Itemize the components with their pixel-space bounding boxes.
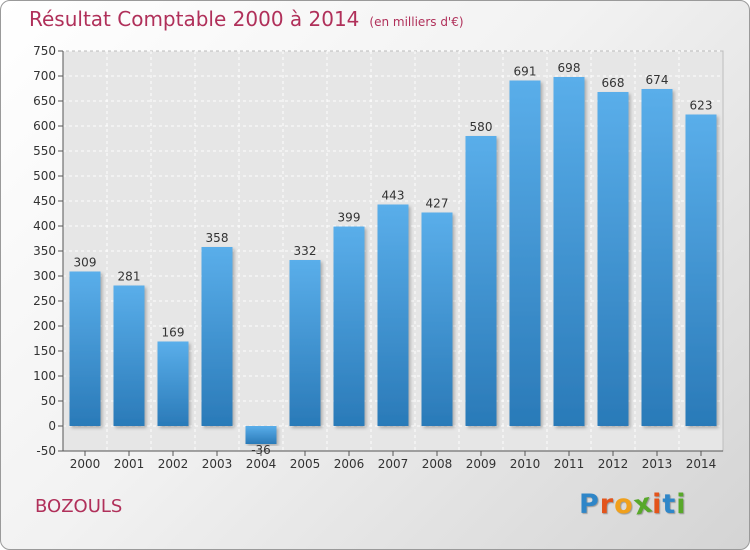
data-label: 698	[558, 61, 581, 75]
y-tick-label: 750	[33, 44, 56, 58]
y-tick-label: 0	[48, 419, 56, 433]
y-tick-label: 150	[33, 344, 56, 358]
x-tick-label: 2010	[510, 457, 541, 471]
bar	[685, 114, 717, 426]
logo-letter: r	[599, 489, 615, 520]
y-tick-label: 650	[33, 94, 56, 108]
y-tick-label: 300	[33, 269, 56, 283]
bar	[465, 136, 497, 426]
y-tick-label: 450	[33, 194, 56, 208]
y-tick-label: 200	[33, 319, 56, 333]
y-tick-label: 50	[41, 394, 56, 408]
bar	[69, 271, 101, 426]
x-tick-label: 2007	[378, 457, 409, 471]
data-label: 427	[426, 197, 449, 211]
bar	[421, 212, 453, 426]
bar	[597, 92, 629, 426]
bar	[377, 204, 409, 426]
x-tick-label: 2012	[598, 457, 629, 471]
x-tick-label: 2002	[158, 457, 189, 471]
bar	[553, 77, 585, 426]
y-tick-label: 500	[33, 169, 56, 183]
bar	[113, 285, 145, 426]
x-tick-label: 2008	[422, 457, 453, 471]
y-tick-label: 100	[33, 369, 56, 383]
data-label: 580	[470, 120, 493, 134]
data-label: 691	[514, 65, 537, 79]
data-label: -36	[251, 443, 271, 457]
logo-letter: i	[676, 489, 687, 520]
data-label: 399	[338, 211, 361, 225]
y-tick-label: -50	[36, 444, 56, 458]
logo-letter: i	[652, 489, 663, 520]
bar	[509, 80, 541, 426]
x-tick-label: 2013	[642, 457, 673, 471]
bar	[641, 89, 673, 426]
bar	[333, 226, 365, 426]
chart-subtitle: (en milliers d'€)	[369, 15, 464, 29]
bar	[289, 260, 321, 426]
y-tick-label: 600	[33, 119, 56, 133]
y-tick-label: 350	[33, 244, 56, 258]
data-label: 358	[206, 231, 229, 245]
y-tick-label: 250	[33, 294, 56, 308]
data-label: 623	[690, 99, 713, 113]
x-tick-label: 2000	[70, 457, 101, 471]
x-tick-label: 2003	[202, 457, 233, 471]
chart-title: Résultat Comptable 2000 à 2014 (en millie…	[29, 7, 464, 31]
x-tick-label: 2005	[290, 457, 321, 471]
bar	[245, 426, 277, 444]
data-label: 309	[74, 256, 97, 270]
x-tick-label: 2014	[686, 457, 717, 471]
data-label: 668	[602, 76, 625, 90]
x-tick-label: 2004	[246, 457, 277, 471]
data-label: 169	[162, 326, 185, 340]
commune-name: BOZOULS	[35, 496, 123, 517]
y-tick-label: 550	[33, 144, 56, 158]
x-tick-label: 2009	[466, 457, 497, 471]
data-label: 674	[646, 73, 669, 87]
title-text: Résultat Comptable 2000 à 2014	[29, 7, 360, 31]
x-tick-label: 2006	[334, 457, 365, 471]
plot-area: 7507006506005505004504003503002502001501…	[33, 44, 724, 471]
x-tick-label: 2011	[554, 457, 585, 471]
proxiti-logo: Proxiti	[579, 487, 687, 521]
x-tick-label: 2001	[114, 457, 145, 471]
logo-letter: t	[662, 489, 677, 520]
data-label: 281	[118, 270, 141, 284]
data-label: 332	[294, 244, 317, 258]
bar	[157, 341, 189, 426]
y-tick-label: 700	[33, 69, 56, 83]
logo-letter: o	[614, 489, 634, 520]
data-label: 443	[382, 189, 405, 203]
logo-letter: P	[579, 489, 600, 520]
bar	[201, 247, 233, 426]
y-tick-label: 400	[33, 219, 56, 233]
